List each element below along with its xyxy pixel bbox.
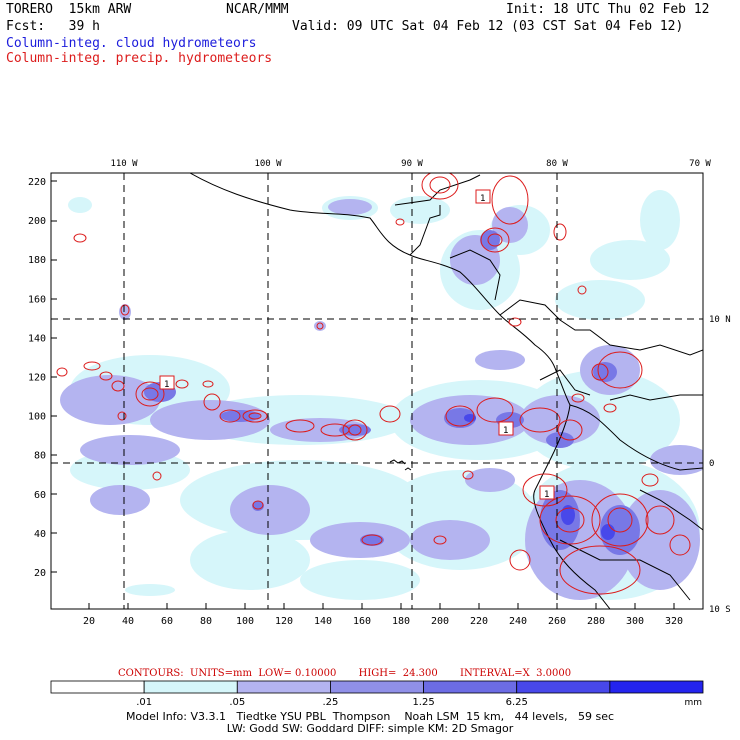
x-tick-label: 120 [275,616,293,627]
y-tick-label: 80 [34,451,46,462]
y-tick-label: 40 [34,529,46,540]
lat-label: 10 N [709,315,731,325]
x-tick-label: 160 [353,616,371,627]
legend-tick-label: .25 [322,697,338,708]
x-tick-label: 300 [626,616,644,627]
legend-tick-label: .01 [136,697,152,708]
legend-swatch [50,680,145,694]
organization: NCAR/MMM [226,2,289,17]
y-tick-label: 100 [28,412,46,423]
lon-label: 110 W [110,159,138,169]
max-marker-2: 1 [159,375,175,390]
max-marker-1-label: 1 [480,194,486,204]
lon-label: 100 W [254,159,282,169]
model-info-line2: LW: Godd SW: Goddard DIFF: simple KM: 2D… [226,722,514,735]
forecast-hour: Fcst: 39 h [6,19,100,34]
lon-label: 90 W [401,159,423,169]
legend-swatch [143,680,238,694]
model-info-line1: Model Info: V3.3.1 Tiedtke YSU PBL Thomp… [125,710,615,723]
valid-time: Valid: 09 UTC Sat 04 Feb 12 (03 CST Sat … [292,19,684,34]
max-marker-3-label: 1 [503,426,509,436]
max-marker-4-label: 1 [544,490,550,500]
lat-label: 0 [709,459,714,469]
x-tick-label: 260 [548,616,566,627]
y-tick-label: 160 [28,294,46,305]
y-tick-label: 20 [34,568,46,579]
graticule [51,173,703,609]
max-marker-2-label: 1 [164,380,170,390]
legend-swatch [423,680,518,694]
y-tick-label: 60 [34,490,46,501]
legend-swatch [236,680,331,694]
y-tick-label: 140 [28,333,46,344]
legend-tick-label: 6.25 [506,697,528,708]
lon-label: 80 W [546,159,568,169]
x-tick-label: 180 [392,616,410,627]
y-tick-label: 120 [28,373,46,384]
cloud-shading-dark [144,230,640,555]
max-markers: 1 1 1 1 [159,189,555,500]
legend-tick-label: .05 [229,697,245,708]
legend-swatch [330,680,424,694]
x-tick-label: 40 [122,616,134,627]
x-tick-label: 280 [587,616,605,627]
x-tick-label: 200 [431,616,449,627]
axis-ticks [51,180,675,609]
x-tick-label: 80 [200,616,212,627]
x-tick-label: 220 [470,616,488,627]
legend-tick-label: 1.25 [412,697,434,708]
x-tick-label: 140 [314,616,332,627]
model-title: TORERO 15km ARW [6,2,132,17]
cloud-field-label: Column-integ. cloud hydrometeors [6,36,257,51]
max-marker-1: 1 [475,189,491,204]
x-tick-label: 100 [236,616,254,627]
legend-unit: mm [684,698,702,708]
init-time: Init: 18 UTC Thu 02 Feb 12 [506,2,710,17]
legend-swatch [609,680,704,694]
coastline [189,173,703,609]
max-marker-4: 1 [539,485,555,500]
y-tick-label: 180 [28,255,46,266]
cloud-shading-medium [60,199,703,600]
precip-contours [56,173,691,595]
lon-label: 70 W [689,159,711,169]
plot-frame [50,172,704,610]
x-tick-label: 320 [665,616,683,627]
color-legend: .01 .05 .25 1.25 6.25 mm [50,680,704,708]
y-tick-label: 200 [28,216,46,227]
x-tick-label: 20 [83,616,95,627]
precip-field-label: Column-integ. precip. hydrometeors [6,51,273,66]
x-tick-label: 60 [161,616,173,627]
lat-label: 10 S [709,605,731,615]
legend-swatch [516,680,611,694]
contour-caption: CONTOURS: UNITS=mm LOW= 0.10000 HIGH= 24… [118,668,572,679]
max-marker-3: 1 [498,421,514,436]
x-tick-label: 240 [509,616,527,627]
y-tick-label: 220 [28,177,46,188]
